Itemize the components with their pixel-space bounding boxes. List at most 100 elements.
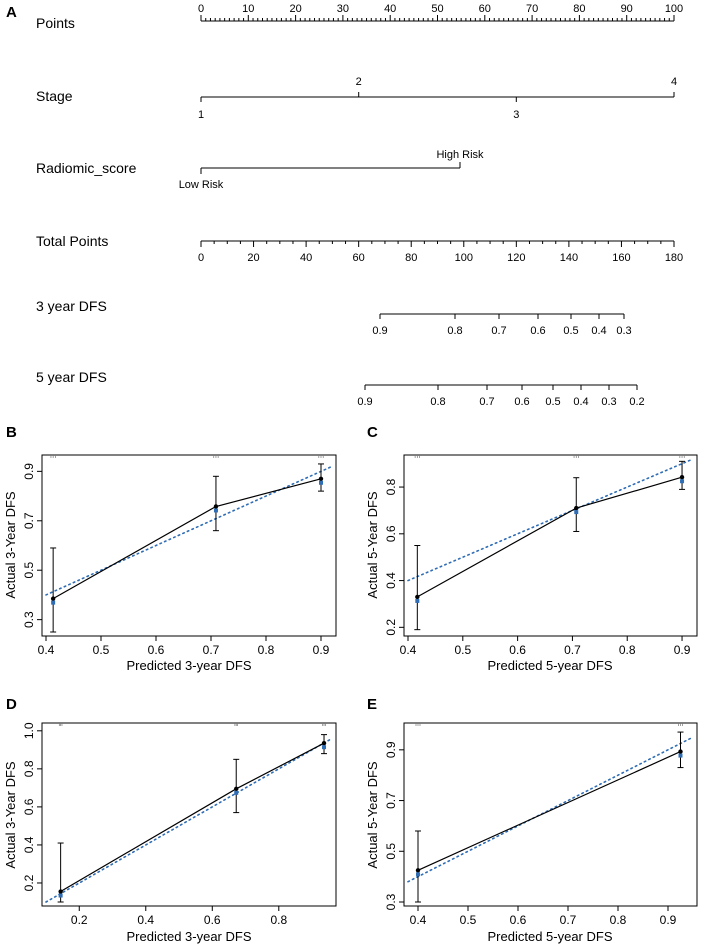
bias-corrected-point	[51, 600, 56, 605]
observed-point	[234, 786, 239, 792]
x-axis-label: Predicted 5-year DFS	[488, 658, 613, 673]
bias-corrected-point	[415, 598, 420, 603]
points-tick-label: 60	[479, 3, 491, 15]
x-tick-label: 0.7	[203, 643, 220, 657]
y-tick-label: 0.3	[22, 611, 36, 628]
y-tick-label: 0.7	[384, 792, 398, 809]
radiomic-row: Radiomic_score High Risk Low Risk	[36, 149, 484, 191]
x-tick-label: 0.4	[400, 643, 417, 657]
y-axis-label: Actual 3-Year DFS	[3, 761, 18, 869]
x-tick-label: 0.2	[71, 913, 88, 927]
total-tick-label: 80	[405, 252, 417, 264]
observed-point	[50, 596, 56, 601]
dfs5-row-label: 5 year DFS	[36, 369, 107, 385]
y-tick-label: 0.5	[384, 843, 398, 860]
y-axis-label: Actual 5-Year DFS	[365, 761, 380, 869]
total-points-row: Total Points 0 20 40 60 80 100 120 140 160 180	[36, 233, 683, 264]
x-tick-label: 0.8	[258, 643, 275, 657]
points-row: Points 0 10 20 30 40 50 60 70 80 90 100	[36, 3, 683, 31]
dfs5-row-tick-label: 0.6	[514, 396, 529, 408]
observed-point	[574, 505, 579, 511]
y-tick-label: 0.2	[384, 619, 398, 636]
observed-point	[321, 740, 327, 746]
dfs3-row-label: 3 year DFS	[36, 298, 107, 314]
y-tick-label: 0.4	[384, 572, 398, 589]
total-tick-label: 20	[247, 252, 259, 264]
x-axis-label: Predicted 5-year DFS	[488, 929, 613, 944]
stage-label-2: 2	[356, 76, 362, 88]
x-tick-label: 0.8	[270, 913, 287, 927]
x-tick-label: 0.8	[619, 643, 636, 657]
bias-corrected-point	[416, 872, 420, 877]
y-axis-label: Actual 3-Year DFS	[3, 491, 18, 599]
x-tick-label: 0.4	[137, 913, 154, 927]
observed-point	[415, 594, 420, 600]
ideal-reference-line	[407, 458, 694, 582]
bias-corrected-point	[213, 508, 218, 513]
total-tick-label: 160	[612, 252, 630, 264]
rug-marks	[50, 455, 324, 458]
dfs5-row: 5 year DFS 0.9 0.8 0.7 0.6 0.5 0.4 0.3 0.2	[36, 369, 645, 408]
y-tick-label: 0.8	[22, 760, 36, 777]
points-tick-label: 0	[198, 3, 204, 15]
bias-corrected-point	[319, 480, 323, 485]
dfs5-row-tick-label: 0.5	[545, 396, 560, 408]
panel-letter-a: A	[6, 4, 17, 21]
points-tick-label: 80	[573, 3, 585, 15]
panel-letter-b: B	[6, 424, 17, 441]
stage-row: Stage 2 4 1 3	[36, 76, 677, 121]
total-tick-label: 100	[455, 252, 473, 264]
plot-frame	[403, 722, 698, 907]
points-tick-label: 30	[337, 3, 349, 15]
radiomic-high-risk: High Risk	[436, 149, 484, 161]
x-tick-label: 0.9	[674, 643, 691, 657]
y-tick-label: 0.9	[22, 463, 36, 480]
bias-corrected-point	[322, 745, 327, 750]
radiomic-low-risk: Low Risk	[179, 179, 224, 191]
x-tick-label: 0.6	[509, 643, 526, 657]
panel-letter-c: C	[367, 424, 378, 441]
dfs5-row-tick-label: 0.4	[573, 396, 588, 408]
rug-marks	[415, 723, 683, 726]
y-tick-label: 0.9	[384, 741, 398, 758]
x-tick-label: 0.4	[38, 643, 55, 657]
observed-point	[58, 889, 63, 894]
panel-letter-e: E	[367, 696, 377, 713]
x-tick-label: 0.9	[660, 913, 677, 927]
total-tick-label: 120	[507, 252, 525, 264]
dfs3-row-tick-label: 0.5	[563, 325, 578, 337]
x-tick-label: 0.4	[410, 913, 427, 927]
y-tick-label: 1.0	[22, 722, 36, 739]
x-tick-label: 0.5	[460, 913, 477, 927]
points-tick-label: 100	[665, 3, 683, 15]
stage-label-1: 1	[198, 109, 204, 121]
x-tick-label: 0.5	[93, 643, 110, 657]
calibration-panel-b: B 0.4 0.5 0.6 0.7 0.8 0.9 0.3 0.5 0.7 0.9 Predicted…	[3, 424, 337, 673]
stage-label-4: 4	[671, 76, 677, 88]
observed-point	[678, 749, 683, 754]
y-tick-label: 0.7	[22, 512, 36, 529]
x-tick-label: 0.7	[564, 643, 581, 657]
y-tick-label: 0.3	[384, 893, 398, 910]
dfs5-row-tick-label: 0.9	[357, 396, 372, 408]
dfs3-row-tick-label: 0.6	[530, 325, 545, 337]
y-tick-label: 0.4	[22, 836, 36, 853]
dfs5-row-tick-label: 0.7	[479, 396, 494, 408]
x-tick-label: 0.8	[610, 913, 627, 927]
y-tick-label: 0.6	[384, 525, 398, 542]
x-tick-label: 0.6	[204, 913, 221, 927]
points-tick-label: 50	[431, 3, 443, 15]
rug-marks	[58, 723, 326, 726]
points-tick-label: 70	[526, 3, 538, 15]
dfs3-row: 3 year DFS 0.9 0.8 0.7 0.6 0.5 0.4 0.3	[36, 298, 632, 337]
total-tick-label: 40	[300, 252, 312, 264]
x-axis-label: Predicted 3-year DFS	[127, 929, 252, 944]
x-axis-label: Predicted 3-year DFS	[127, 658, 252, 673]
observed-line	[417, 751, 681, 871]
ideal-reference-line	[45, 465, 333, 596]
points-tick-label: 90	[621, 3, 633, 15]
dfs5-row-tick-label: 0.2	[629, 396, 644, 408]
bias-corrected-point	[680, 479, 685, 484]
calibration-panel-d: D 0.2 0.4 0.6 0.8 0.2 0.4 0.6 0.8 1.0 Predicted 3-…	[3, 696, 337, 944]
